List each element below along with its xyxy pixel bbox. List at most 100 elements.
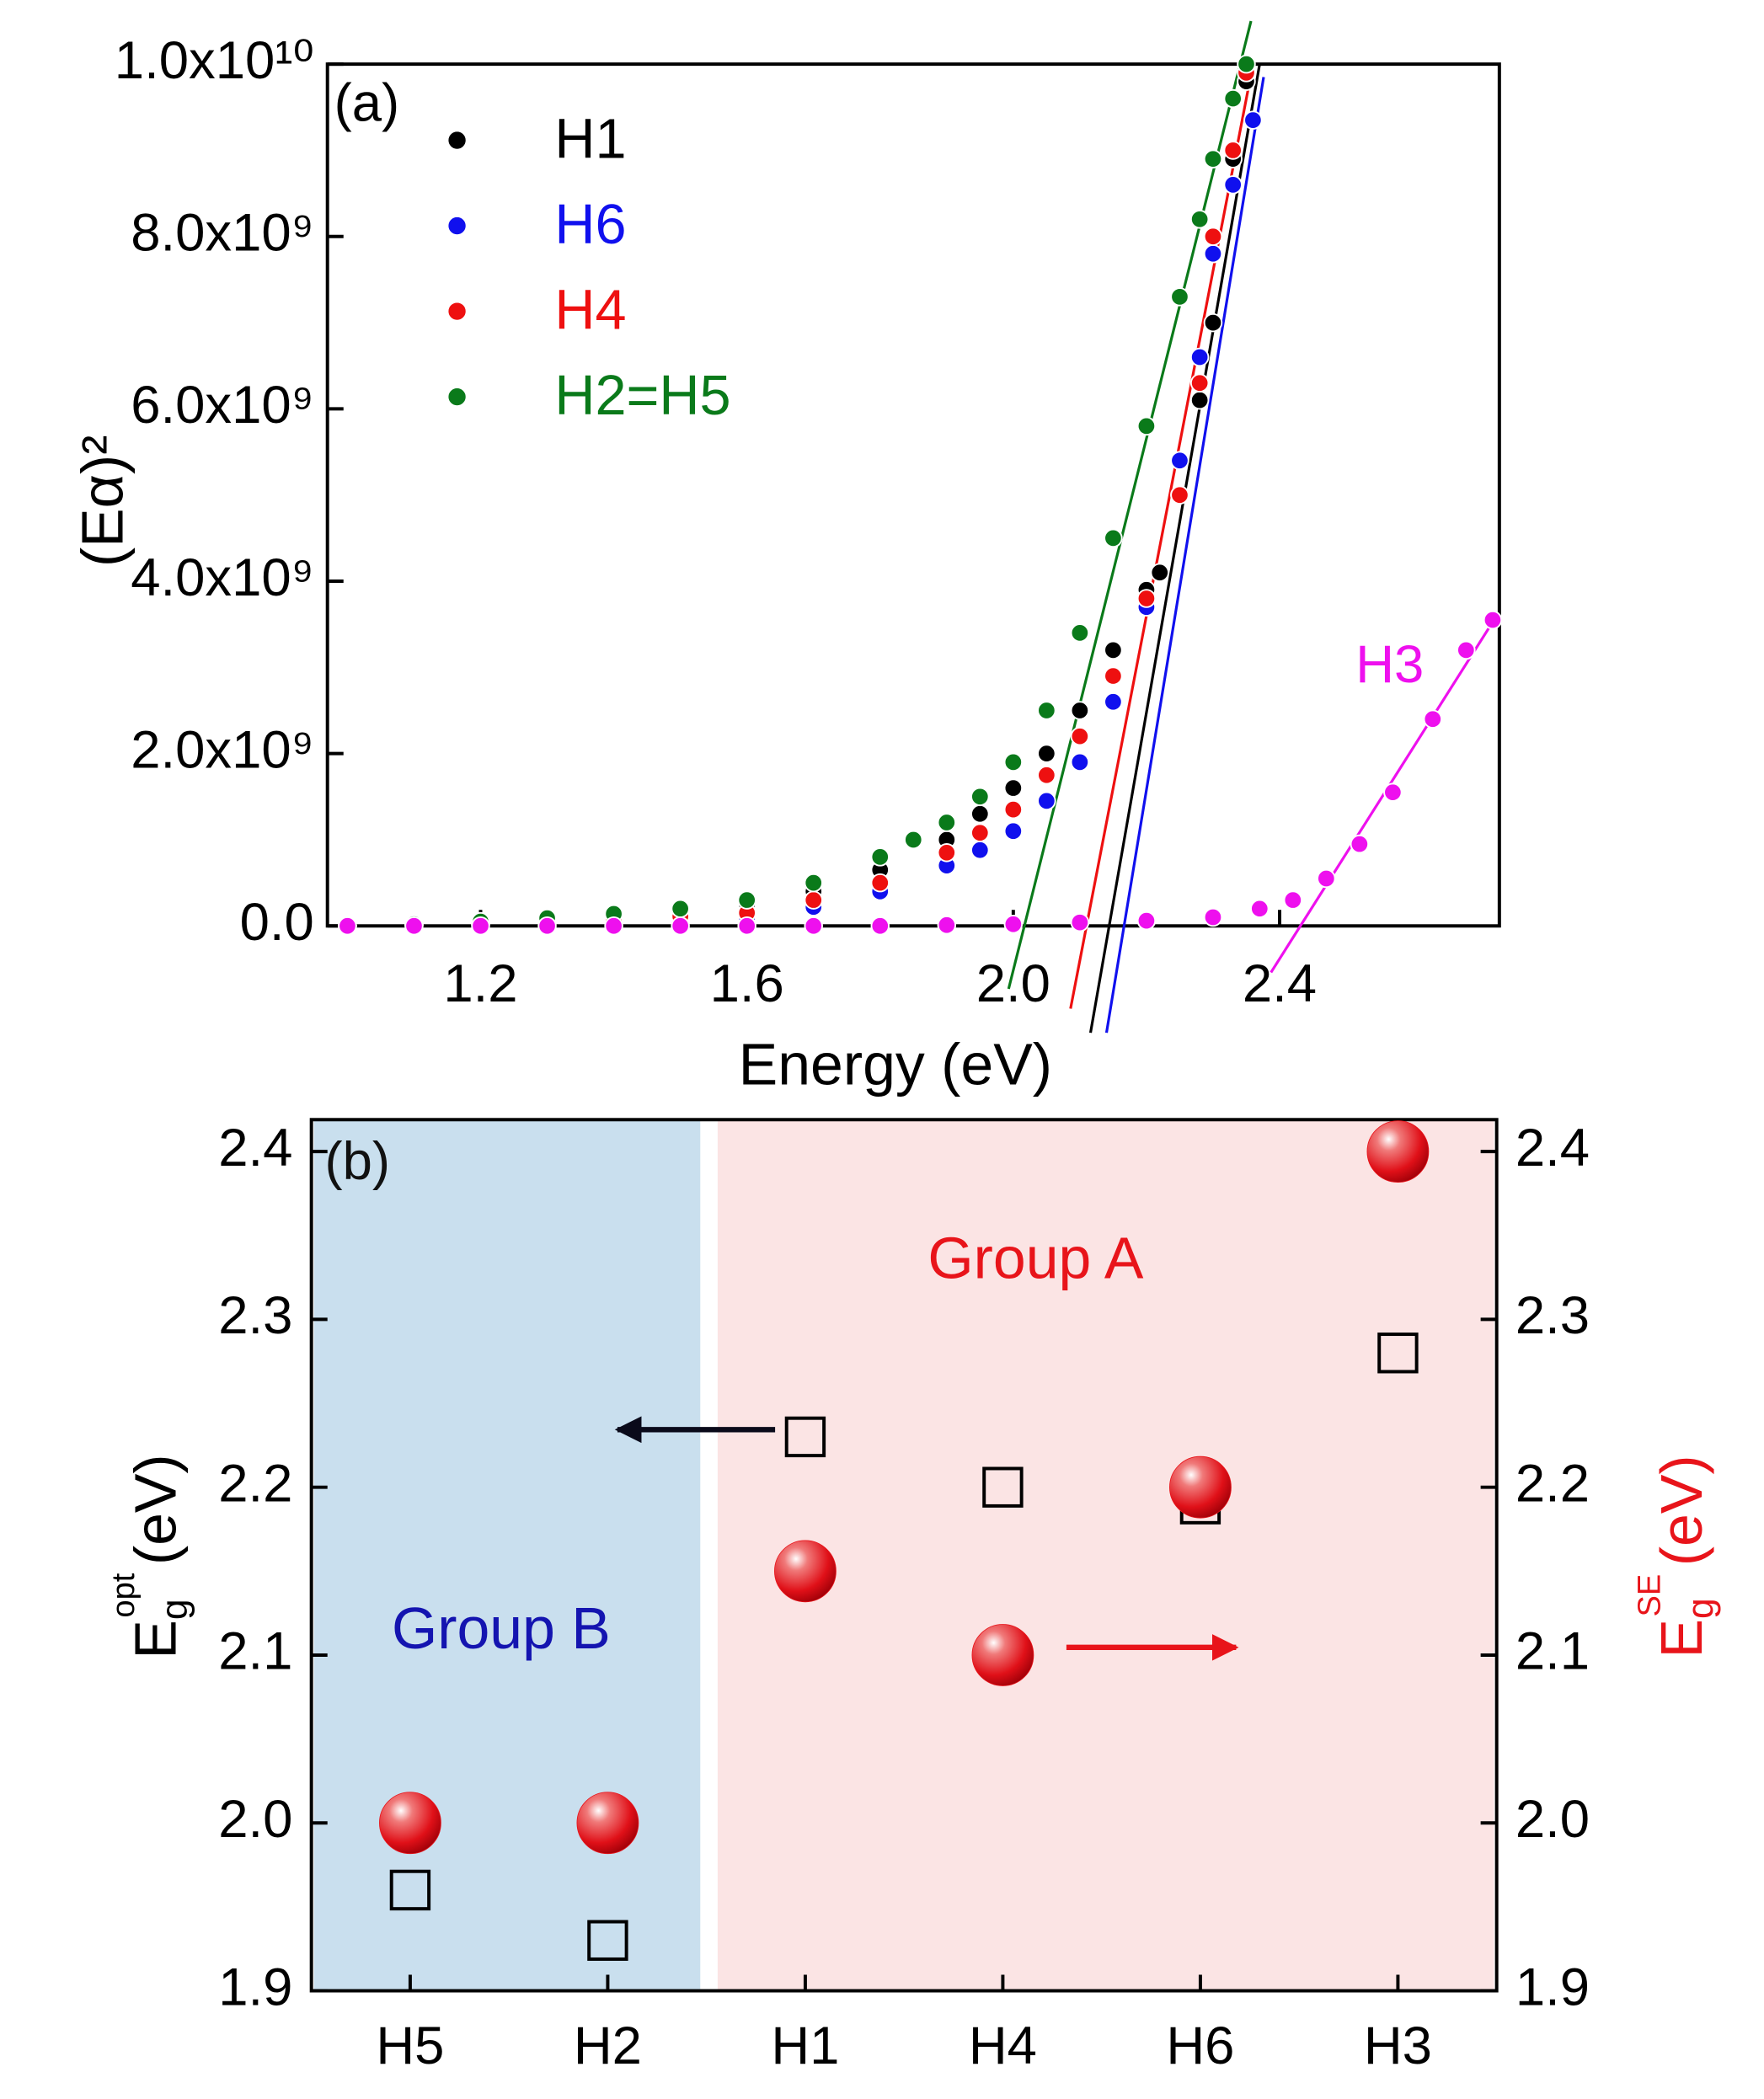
y2-tick-label: 2.0 [1515,1790,1590,1849]
y-tick-label: 2.1 [218,1622,292,1681]
data-point [1189,347,1210,367]
data-point [1037,791,1056,811]
data-point [870,847,890,867]
x-tick-label: H6 [1166,2016,1234,2075]
data-point [471,916,490,936]
data-point [1189,373,1210,393]
data-point [1317,868,1336,889]
x-tick-label: H1 [771,2016,839,2075]
data-point [1170,451,1189,471]
sphere-marker [379,1792,441,1855]
y-tick-label: 8.0x10⁹ [131,204,314,263]
data-point [1070,701,1090,720]
x-tick-label: 2.4 [1243,954,1317,1013]
data-point [1003,914,1024,934]
sphere-marker [774,1540,837,1603]
x-tick-label: H5 [376,2016,444,2075]
legend-label: H4 [554,279,626,341]
label-part: SE [1633,1574,1668,1617]
data-point [1237,54,1256,74]
data-point [1104,692,1123,712]
data-point [1136,416,1157,436]
x-axis-label: Energy (eV) [739,1031,1052,1097]
y-axis-label: Egopt (eV) [106,1454,195,1658]
label-part: g [153,1599,195,1620]
data-point [804,890,823,910]
label-part: g [1680,1598,1721,1619]
data-point [970,840,990,860]
panel-label: (a) [334,74,400,133]
y-tick-label: 1.9 [218,1957,292,2016]
y-tick-label: 6.0x10⁹ [131,376,314,435]
label-part: E [123,1620,189,1659]
group-a-region [717,1119,1494,1991]
data-point [1250,899,1270,919]
data-point [1003,778,1024,798]
data-point [1483,610,1503,630]
x-tick-label: H2 [574,2016,642,2075]
data-point [404,916,424,936]
y2-tick-label: 2.1 [1515,1622,1590,1681]
legend-marker [446,387,468,408]
data-point [1203,149,1223,168]
y2-tick-label: 2.4 [1515,1119,1590,1178]
y-tick-label: 0.0 [240,893,314,952]
data-point [804,916,823,936]
x-tick-label: 1.2 [443,954,517,1013]
legend-marker [446,216,468,237]
annotation: Group A [927,1225,1143,1290]
y-tick-label: 2.2 [218,1454,292,1513]
data-point [338,916,357,936]
y-tick-label: 2.4 [218,1119,292,1178]
data-point [1037,765,1056,785]
data-point [1223,175,1243,195]
data-point [671,899,690,919]
y-tick-label: 2.0 [218,1790,292,1849]
data-point [1150,563,1169,583]
data-point [1283,890,1303,910]
data-point [970,787,990,807]
data-point [1070,623,1090,643]
x-tick-label: 1.6 [710,954,784,1013]
data-point [1457,640,1476,660]
legend-marker [446,130,468,151]
data-point [1203,907,1223,927]
square-marker [1377,1333,1419,1374]
data-point [1070,912,1090,932]
data-point [604,916,623,936]
data-point [1104,640,1123,660]
y-tick-label: 2.3 [218,1286,292,1345]
data-point [970,823,990,843]
data-point [1383,782,1403,802]
legend-label: H2=H5 [554,365,730,427]
data-point [1189,390,1210,410]
data-point [1350,834,1370,854]
label-part: E [1649,1619,1714,1658]
y2-tick-label: 1.9 [1515,1957,1590,2016]
data-point [1170,485,1189,505]
legend-label: H1 [554,108,626,170]
data-point [537,916,557,936]
y-axis-label: (Eα)² [69,435,135,568]
data-point [870,916,890,936]
annotation: H3 [1355,635,1424,694]
y2-axis-label: Eg SE (eV) [1633,1455,1721,1658]
data-point [1136,911,1157,931]
sphere-marker [1169,1455,1232,1519]
data-point [1070,752,1090,772]
data-point [1136,589,1157,608]
data-point [1243,110,1263,130]
fit-line [1088,63,1261,1033]
data-point [1003,799,1024,820]
data-point [937,813,957,832]
data-point [970,804,990,824]
square-marker [587,1920,628,1961]
square-marker [982,1466,1024,1508]
legend-label: H6 [554,194,626,256]
data-point [1104,666,1123,686]
label-part: opt [106,1573,142,1617]
plot-frame-b [309,1118,1499,1993]
data-point [671,916,690,936]
fit-line [1007,20,1253,990]
data-point [1223,141,1243,160]
